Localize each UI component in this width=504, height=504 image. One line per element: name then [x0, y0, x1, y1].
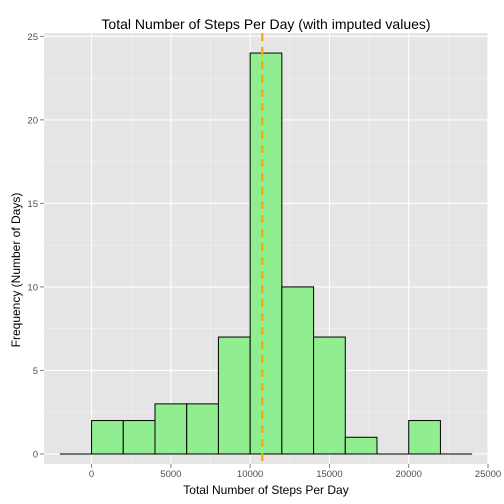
x-tick-label: 15000 [316, 469, 342, 480]
histogram-bar [186, 403, 219, 455]
x-tick-label: 5000 [160, 469, 181, 480]
y-tick-label: 15 [27, 199, 38, 210]
histogram-bar [91, 420, 124, 455]
histogram-bars [59, 52, 473, 455]
histogram-bar [313, 336, 346, 455]
histogram-bar [249, 52, 283, 455]
histogram-bar [154, 403, 188, 455]
histogram-bar [122, 420, 156, 455]
histogram-bar [217, 336, 251, 455]
histogram-bar [281, 286, 315, 455]
chart-title: Total Number of Steps Per Day (with impu… [101, 16, 430, 32]
x-tick-label: 20000 [396, 469, 422, 480]
x-tick-label: 0 [89, 469, 94, 480]
histogram-bar [344, 436, 378, 455]
y-axis-ticks: 0 5 10 15 20 25 [27, 32, 44, 460]
y-tick-label: 10 [27, 282, 38, 293]
y-tick-label: 20 [27, 115, 38, 126]
x-axis-ticks: 0 5000 10000 15000 20000 25000 [89, 464, 501, 480]
histogram-bar [408, 420, 441, 455]
x-axis-label: Total Number of Steps Per Day [183, 483, 348, 497]
x-tick-label: 10000 [237, 469, 263, 480]
y-tick-label: 25 [27, 32, 38, 43]
y-tick-label: 5 [33, 366, 38, 377]
y-tick-label: 0 [33, 449, 38, 460]
y-axis-label: Frequency (Number of Days) [9, 193, 23, 348]
x-tick-label: 25000 [475, 469, 501, 480]
